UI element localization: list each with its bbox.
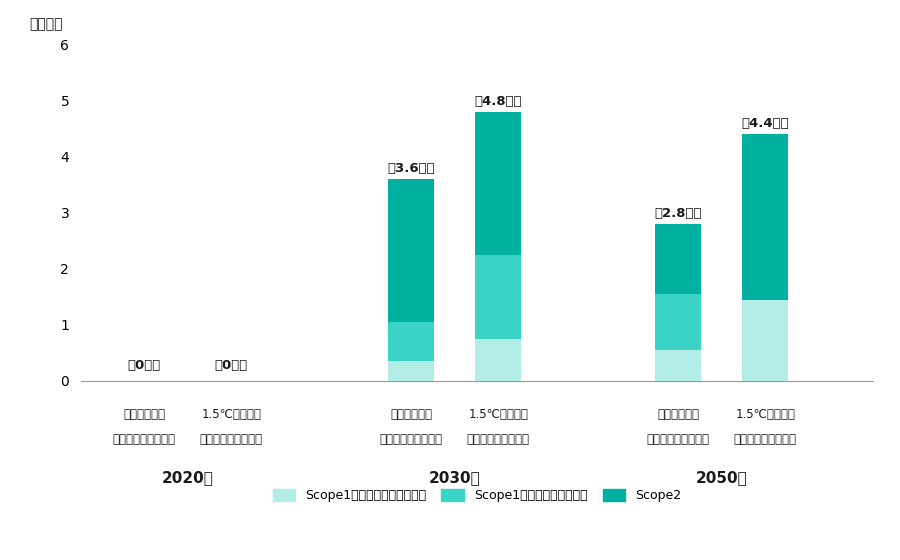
- Bar: [655, 294, 701, 350]
- Text: （再エネ調達あり）: （再エネ調達あり）: [734, 433, 796, 446]
- Legend: Scope1（非エネルギー起源）, Scope1（エネルギー起源）, Scope2: Scope1（非エネルギー起源）, Scope1（エネルギー起源）, Scope…: [273, 489, 681, 502]
- Text: 現行シナリオ: 現行シナリオ: [123, 408, 166, 421]
- Text: （再エネ調達なし）: （再エネ調達なし）: [646, 433, 709, 446]
- Bar: [475, 339, 521, 381]
- Text: や4.4億円: や4.4億円: [742, 117, 789, 130]
- Text: 1.5℃シナリオ: 1.5℃シナリオ: [735, 408, 796, 421]
- Text: 2050年: 2050年: [696, 470, 748, 485]
- Text: や0億円: や0億円: [215, 360, 248, 372]
- Text: （再エネ調達なし）: （再エネ調達なし）: [380, 433, 443, 446]
- Bar: [388, 361, 435, 381]
- Text: 2020年: 2020年: [162, 470, 213, 485]
- Bar: [742, 300, 788, 381]
- Text: （再エネ調達なし）: （再エネ調達なし）: [112, 433, 176, 446]
- Bar: [655, 224, 701, 294]
- Text: 2030年: 2030年: [429, 470, 481, 485]
- Bar: [475, 112, 521, 255]
- Text: （億円）: （億円）: [30, 17, 63, 31]
- Text: 現行シナリオ: 現行シナリオ: [657, 408, 699, 421]
- Bar: [742, 134, 788, 300]
- Text: や4.8億円: や4.8億円: [474, 95, 522, 108]
- Bar: [475, 255, 521, 339]
- Bar: [388, 179, 435, 322]
- Text: や3.6億円: や3.6億円: [387, 162, 435, 175]
- Text: 現行シナリオ: 現行シナリオ: [390, 408, 432, 421]
- Text: （再エネ調達あり）: （再エネ調達あり）: [200, 433, 263, 446]
- Text: や2.8億円: や2.8億円: [654, 207, 702, 220]
- Text: 1.5℃シナリオ: 1.5℃シナリオ: [202, 408, 261, 421]
- Text: 1.5℃シナリオ: 1.5℃シナリオ: [468, 408, 528, 421]
- Bar: [655, 350, 701, 381]
- Bar: [388, 322, 435, 361]
- Text: や0億円: や0億円: [128, 360, 161, 372]
- Text: （再エネ調達あり）: （再エネ調達あり）: [467, 433, 530, 446]
